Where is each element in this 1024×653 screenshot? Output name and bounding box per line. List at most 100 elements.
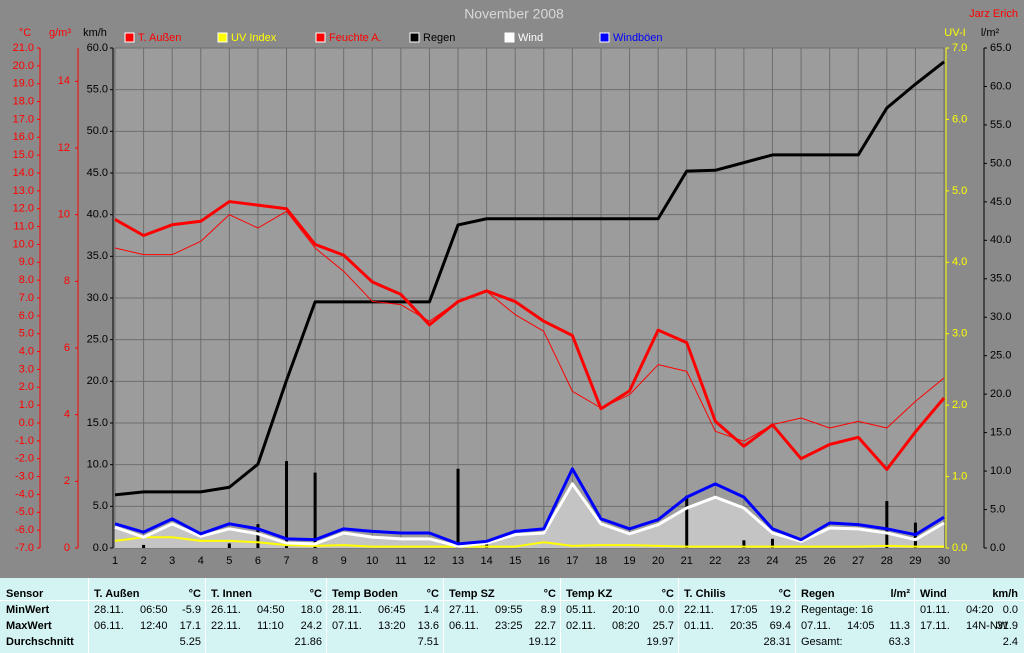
- series-line: [114, 210, 945, 442]
- x-tick-label: 11: [395, 555, 406, 567]
- axis-title: °C: [19, 27, 31, 39]
- column-unit: °C: [543, 588, 556, 600]
- cell-time: 06:50: [140, 604, 168, 616]
- y-tick-label: 14.0: [13, 167, 34, 179]
- y-tick-label: 1.0: [952, 470, 967, 482]
- y-tick-label: 6: [64, 342, 70, 354]
- y-tick-label: 0.0: [990, 542, 1005, 554]
- y-tick-label: 7.0: [952, 42, 967, 54]
- series-line: [114, 60, 945, 497]
- cell-value: 22.7: [534, 620, 556, 632]
- y-tick-label: 10.0: [13, 238, 34, 250]
- column-separator: [88, 578, 89, 653]
- cell-time: 20:35: [730, 620, 758, 632]
- chart-title: November 2008: [464, 6, 564, 22]
- x-tick-label: 8: [312, 555, 318, 567]
- x-tick-label: 9: [341, 555, 347, 567]
- cell-value: 18.0: [300, 604, 322, 616]
- y-tick-label: 4: [64, 409, 70, 421]
- y-tick-label: 8: [64, 275, 70, 287]
- cell-time: 09:55: [495, 604, 523, 616]
- cell-date: 05.11.: [566, 604, 596, 616]
- cell-time: 11:10: [257, 620, 284, 632]
- cell-time: 08:20: [612, 620, 640, 632]
- cell-time: 14N-NW: [966, 620, 1009, 632]
- y-tick-label: 20.0: [13, 60, 34, 72]
- x-tick-label: 29: [909, 555, 921, 567]
- cell-date: 17.11.: [920, 620, 950, 632]
- series-line: [114, 467, 945, 546]
- rain-bar: [142, 544, 146, 548]
- rain-bar: [685, 495, 689, 548]
- cell-label: Regentage: 16: [801, 604, 874, 616]
- cell-value: 25.7: [652, 620, 674, 632]
- column-header: Temp Boden: [332, 588, 398, 600]
- cell-date: 26.11.: [211, 604, 241, 616]
- y-tick-label: 4.0: [19, 345, 34, 357]
- axis-title: km/h: [83, 27, 107, 39]
- y-tick-label: 45.0: [87, 167, 108, 179]
- y-tick-label: 8.0: [19, 274, 34, 286]
- row-label: MaxWert: [6, 620, 52, 632]
- y-tick-label: 2.0: [19, 381, 34, 393]
- y-tick-label: 5.0: [990, 503, 1005, 515]
- x-tick-label: 18: [595, 555, 607, 567]
- column-header: Wind: [920, 588, 947, 600]
- y-tick-label: 35.0: [87, 250, 108, 262]
- cell-value: 24.2: [300, 620, 322, 632]
- rain-bar: [770, 538, 774, 548]
- y-tick-label: 6.0: [19, 310, 34, 322]
- x-tick-label: 19: [623, 555, 635, 567]
- y-tick-label: 40.0: [87, 209, 108, 221]
- y-tick-label: 55.0: [990, 119, 1011, 131]
- cell-value: 19.12: [528, 636, 556, 648]
- x-tick-label: 3: [169, 555, 175, 567]
- legend-marker: [315, 32, 326, 43]
- wind-area: [115, 483, 944, 548]
- cell-time: 06:45: [378, 604, 406, 616]
- y-tick-label: 15.0: [13, 149, 34, 161]
- cell-value: 0.0: [1002, 604, 1018, 616]
- cell-time: 12:40: [140, 620, 168, 632]
- y-tick-label: 18.0: [13, 95, 34, 107]
- cell-time: 13:20: [378, 620, 406, 632]
- cell-value: 0.0: [658, 604, 674, 616]
- y-tick-label: 5.0: [952, 185, 967, 197]
- y-tick-label: 3.0: [952, 328, 967, 340]
- cell-time: 23:25: [495, 620, 523, 632]
- y-tick-label: 11.0: [13, 220, 34, 232]
- y-tick-label: 16.0: [13, 131, 34, 143]
- cell-date: 01.11.: [920, 604, 950, 616]
- cell-date: 02.11.: [566, 620, 596, 632]
- axis-title: g/m³: [49, 27, 71, 39]
- cell-time: 17:05: [730, 604, 758, 616]
- y-tick-label: 10.0: [990, 465, 1011, 477]
- x-tick-label: 16: [538, 555, 550, 567]
- y-tick-label: 25.0: [87, 334, 108, 346]
- legend-marker: [409, 32, 420, 43]
- series-line: [114, 200, 946, 471]
- legend-label: Wind: [518, 32, 543, 44]
- rain-bar: [885, 501, 889, 548]
- y-tick-label: 60.0: [990, 80, 1011, 92]
- y-tick-label: 50.0: [87, 125, 108, 137]
- x-tick-label: 5: [226, 555, 232, 567]
- y-tick-label: 5.0: [19, 328, 34, 340]
- y-tick-label: -1.0: [15, 435, 34, 447]
- y-tick-label: 17.0: [13, 113, 34, 125]
- x-tick-label: 13: [452, 555, 464, 567]
- column-separator: [678, 578, 679, 653]
- x-tick-label: 20: [652, 555, 664, 567]
- x-tick-label: 7: [283, 555, 289, 567]
- rain-bar: [256, 524, 260, 548]
- x-tick-label: 14: [480, 555, 492, 567]
- column-separator: [443, 578, 444, 653]
- legend-label: T. Außen: [138, 32, 181, 44]
- rain-bar: [313, 472, 317, 548]
- cell-value: 69.4: [769, 620, 791, 632]
- rain-bar: [285, 461, 289, 548]
- table-corner: Sensor: [6, 588, 44, 600]
- y-tick-label: 55.0: [87, 84, 108, 96]
- cell-value: 8.9: [540, 604, 556, 616]
- cell-date: 07.11.: [801, 620, 831, 632]
